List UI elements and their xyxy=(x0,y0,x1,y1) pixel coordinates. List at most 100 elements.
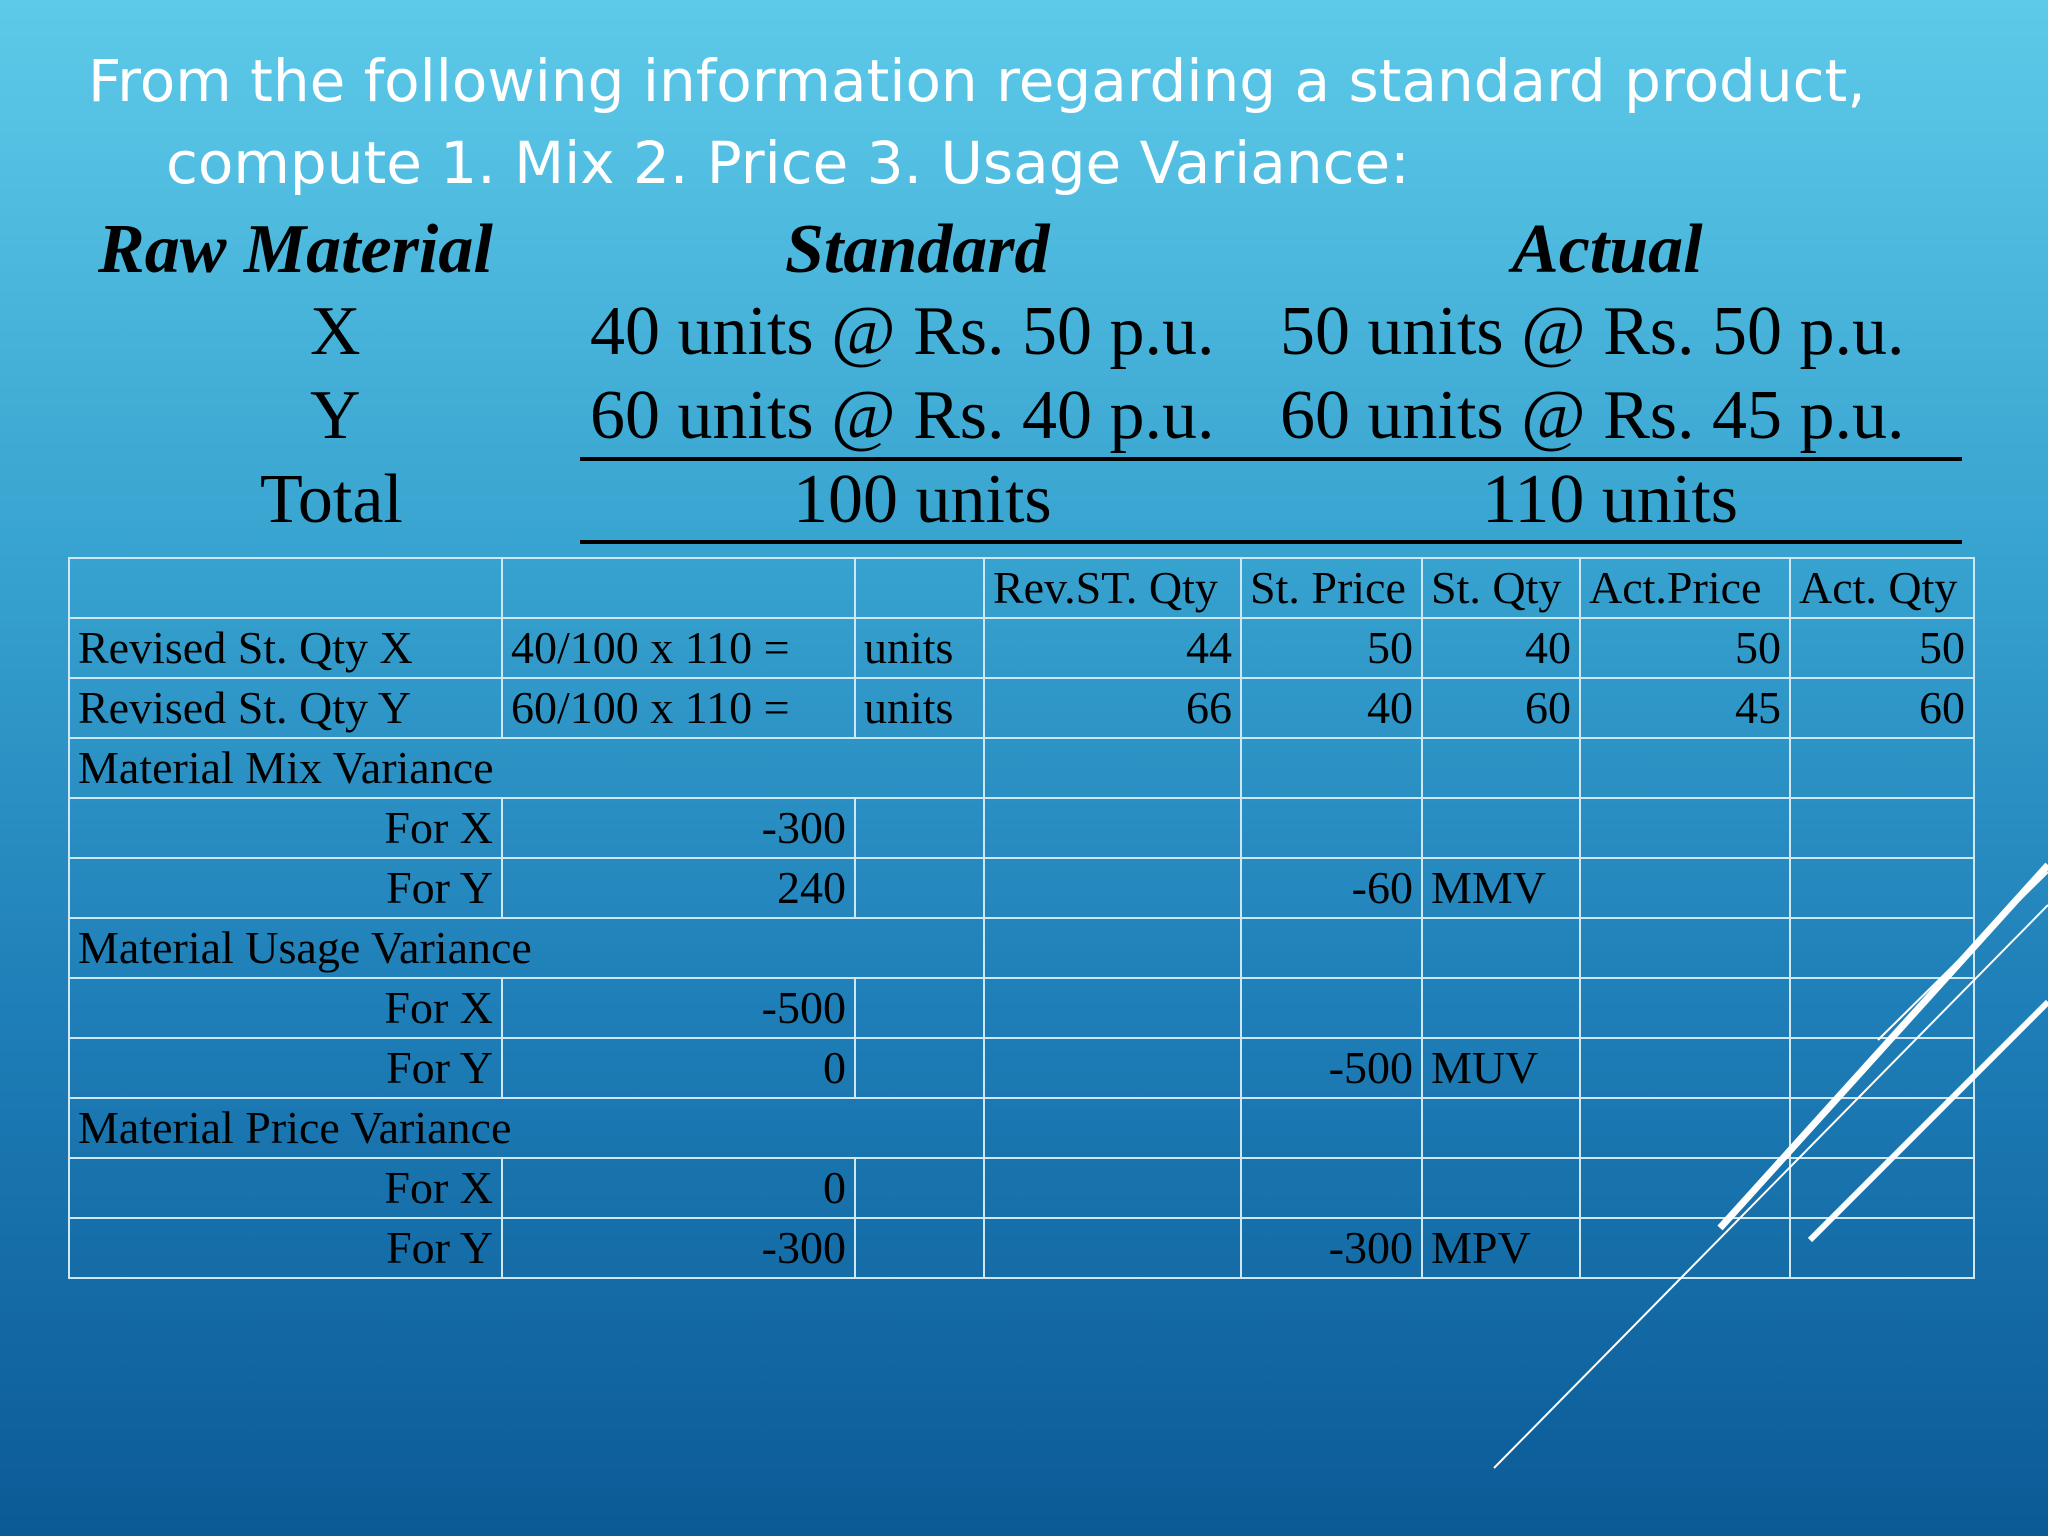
intro-text: From the following information regarding… xyxy=(88,40,1988,204)
grid-cell xyxy=(1579,737,1791,799)
value-cell: -300 xyxy=(501,797,856,859)
value-cell: 60 xyxy=(1789,677,1975,739)
intro-line-1: From the following information regarding… xyxy=(88,47,1866,115)
grid-cell xyxy=(1421,1097,1581,1159)
grid-cell xyxy=(983,737,1242,799)
header-raw-material: Raw Material xyxy=(98,211,493,288)
row-x-actual: 50 units @ Rs. 50 p.u. xyxy=(1280,293,1905,370)
grid-cell xyxy=(983,1097,1242,1159)
value-cell: 66 xyxy=(983,677,1242,739)
summary-table: Raw Material Standard Actual X 40 units … xyxy=(0,200,2048,550)
row-label: For Y xyxy=(68,1037,503,1099)
row-y-actual: 60 units @ Rs. 45 p.u. xyxy=(1280,377,1905,454)
value-cell: 50 xyxy=(1240,617,1423,679)
value-cell: 0 xyxy=(501,1157,856,1219)
value-cell: -300 xyxy=(501,1217,856,1279)
grid-cell xyxy=(983,1217,1242,1279)
grid-cell xyxy=(983,857,1242,919)
grid-cell xyxy=(854,1037,985,1099)
grid-cell xyxy=(854,797,985,859)
row-label: For X xyxy=(68,1157,503,1219)
grid-cell xyxy=(983,1157,1242,1219)
row-y-standard: 60 units @ Rs. 40 p.u. xyxy=(590,377,1215,454)
grid-cell xyxy=(1240,977,1423,1039)
total-value-cell: -500 xyxy=(1240,1037,1423,1099)
row-label: For X xyxy=(68,977,503,1039)
grid-cell xyxy=(983,917,1242,979)
table-row: For Y 240 -60 MMV xyxy=(68,857,1975,919)
intro-line-2: compute 1. Mix 2. Price 3. Usage Varianc… xyxy=(166,129,1410,197)
section-title-mix: Material Mix Variance xyxy=(68,737,985,799)
grid-cell xyxy=(983,977,1242,1039)
table-row: For X -300 xyxy=(68,797,1975,859)
section-title-usage: Material Usage Variance xyxy=(68,917,985,979)
row-y-name: Y xyxy=(310,377,361,454)
header-standard: Standard xyxy=(785,211,1050,288)
header-actual: Actual xyxy=(1512,211,1703,288)
grid-cell xyxy=(983,797,1242,859)
col-header-rev-st-qty: Rev.ST. Qty xyxy=(983,557,1242,619)
grid-cell xyxy=(1579,1097,1791,1159)
value-cell: 40 xyxy=(1240,677,1423,739)
deco-line-thin xyxy=(1493,904,2048,1469)
col-header-act-qty: Act. Qty xyxy=(1789,557,1975,619)
value-cell: 240 xyxy=(501,857,856,919)
grid-cell xyxy=(1240,737,1423,799)
section-row-mix: Material Mix Variance xyxy=(68,737,1975,799)
grid-cell xyxy=(1579,1217,1791,1279)
grid-cell xyxy=(854,977,985,1039)
deco-line-thin xyxy=(1877,871,2048,1041)
value-cell: 44 xyxy=(983,617,1242,679)
grid-cell xyxy=(1789,977,1975,1039)
grid-cell xyxy=(1421,737,1581,799)
grid-cell xyxy=(1579,797,1791,859)
value-cell: 50 xyxy=(1579,617,1791,679)
table-row: Revised St. Qty Y 60/100 x 110 = units 6… xyxy=(68,677,1975,739)
unit-cell: units xyxy=(854,617,985,679)
grid-cell xyxy=(1421,917,1581,979)
grid-cell xyxy=(1240,917,1423,979)
grid-cell xyxy=(854,1157,985,1219)
value-cell: -500 xyxy=(501,977,856,1039)
grid-cell xyxy=(1240,797,1423,859)
grid-cell xyxy=(1789,737,1975,799)
row-label: Revised St. Qty X xyxy=(68,617,503,679)
value-cell: 40 xyxy=(1421,617,1581,679)
row-label: For Y xyxy=(68,857,503,919)
variance-grid-wrap: Rev.ST. Qty St. Price St. Qty Act.Price … xyxy=(68,557,1975,1279)
grid-cell xyxy=(1240,1097,1423,1159)
table-row: Revised St. Qty X 40/100 x 110 = units 4… xyxy=(68,617,1975,679)
formula-cell: 60/100 x 110 = xyxy=(501,677,856,739)
section-row-usage: Material Usage Variance xyxy=(68,917,1975,979)
grid-cell xyxy=(1421,797,1581,859)
table-row: For X -500 xyxy=(68,977,1975,1039)
value-cell: 0 xyxy=(501,1037,856,1099)
grid-cell xyxy=(1240,1157,1423,1219)
total-value-cell: -300 xyxy=(1240,1217,1423,1279)
total-top-rule xyxy=(580,457,1962,461)
grid-cell xyxy=(854,857,985,919)
variance-code-cell: MMV xyxy=(1421,857,1581,919)
row-total-name: Total xyxy=(260,461,403,538)
table-row: For X 0 xyxy=(68,1157,1975,1219)
grid-cell xyxy=(854,557,985,619)
variance-grid: Rev.ST. Qty St. Price St. Qty Act.Price … xyxy=(68,557,1975,1279)
row-label: For X xyxy=(68,797,503,859)
section-row-price: Material Price Variance xyxy=(68,1097,1975,1159)
row-x-name: X xyxy=(310,293,361,370)
deco-line-thick xyxy=(1807,999,2048,1243)
row-label: For Y xyxy=(68,1217,503,1279)
value-cell: 45 xyxy=(1579,677,1791,739)
row-x-standard: 40 units @ Rs. 50 p.u. xyxy=(590,293,1215,370)
grid-cell xyxy=(1579,1037,1791,1099)
unit-cell: units xyxy=(854,677,985,739)
row-total-actual: 110 units xyxy=(1482,461,1739,538)
col-header-st-price: St. Price xyxy=(1240,557,1423,619)
row-total-standard: 100 units xyxy=(793,461,1052,538)
row-label: Revised St. Qty Y xyxy=(68,677,503,739)
col-header-act-price: Act.Price xyxy=(1579,557,1791,619)
variance-code-cell: MPV xyxy=(1421,1217,1581,1279)
grid-cell xyxy=(1421,977,1581,1039)
grid-cell xyxy=(1579,857,1791,919)
grid-cell xyxy=(983,1037,1242,1099)
